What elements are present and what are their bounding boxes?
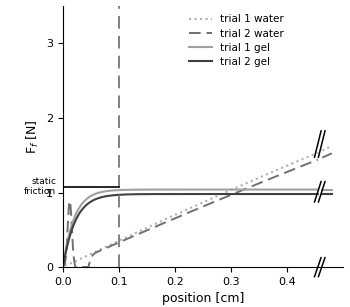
Text: static
friction: static friction [24,177,56,196]
Legend: trial 1 water, trial 2 water, trial 1 gel, trial 2 gel: trial 1 water, trial 2 water, trial 1 ge… [186,11,287,70]
X-axis label: position [cm]: position [cm] [162,292,244,305]
Y-axis label: F$_f$ [N]: F$_f$ [N] [25,119,41,154]
